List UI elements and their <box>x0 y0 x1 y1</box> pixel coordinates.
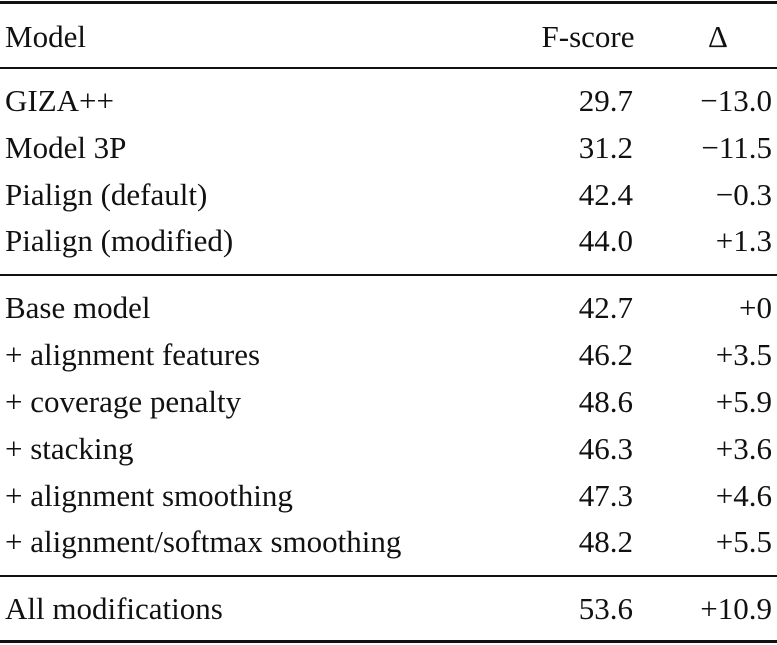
cell-value: 42.4 <box>578 176 633 212</box>
cell-value: +4.6 <box>715 477 772 513</box>
rule <box>0 640 777 643</box>
rule <box>0 67 777 69</box>
cell-value: +3.5 <box>715 337 772 373</box>
rule <box>0 575 777 578</box>
cell-value: 31.2 <box>578 129 633 165</box>
row-label: Pialign (default) <box>5 176 208 212</box>
header-cell: Δ <box>708 19 728 54</box>
cell-value: +0 <box>739 290 772 326</box>
cell-value: 42.7 <box>578 290 633 326</box>
cell-value: 53.6 <box>578 591 633 627</box>
row-label: Model 3P <box>5 129 127 165</box>
cell-value: +5.5 <box>715 524 772 560</box>
rule <box>0 274 777 277</box>
cell-value: −13.0 <box>700 83 772 118</box>
row-label: Pialign (modified) <box>5 223 234 259</box>
row-label: + alignment smoothing <box>5 477 293 513</box>
cell-value: +1.3 <box>715 223 772 259</box>
cell-value: 44.0 <box>578 223 633 259</box>
cell-value: −11.5 <box>701 129 772 165</box>
row-label: Base model <box>5 290 151 326</box>
cell-value: +5.9 <box>715 384 772 419</box>
rule <box>0 1 777 4</box>
header-cell: Model <box>5 19 86 54</box>
row-label: All modifications <box>5 591 223 627</box>
row-label: + stacking <box>5 430 134 466</box>
row-label: + alignment features <box>5 337 261 373</box>
cell-value: 47.3 <box>578 477 633 513</box>
header-cell: F-score <box>541 19 635 54</box>
row-label: + coverage penalty <box>5 384 242 419</box>
cell-value: −0.3 <box>715 176 772 212</box>
cell-value: 46.3 <box>578 430 633 466</box>
cell-value: 48.2 <box>578 524 633 560</box>
row-label: GIZA++ <box>5 83 114 118</box>
row-label: + alignment/softmax smoothing <box>5 524 402 560</box>
cell-value: 29.7 <box>578 83 633 118</box>
cell-value: 48.6 <box>578 384 633 419</box>
cell-value: +3.6 <box>715 430 772 466</box>
cell-value: +10.9 <box>700 591 772 627</box>
cell-value: 46.2 <box>578 337 633 373</box>
